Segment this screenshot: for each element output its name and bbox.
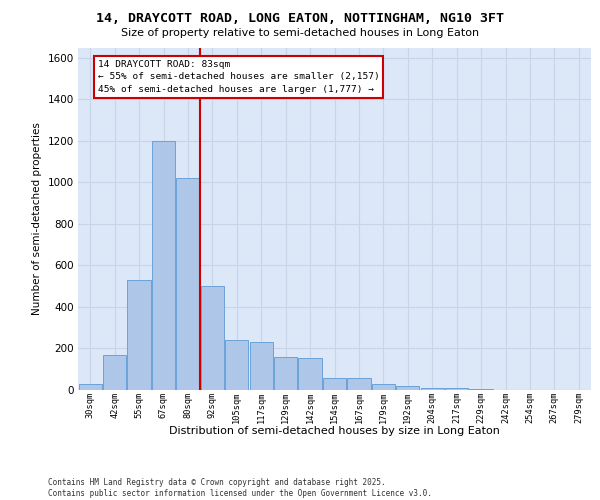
Bar	[469, 389, 493, 390]
Text: Contains HM Land Registry data © Crown copyright and database right 2025.
Contai: Contains HM Land Registry data © Crown c…	[48, 478, 432, 498]
Bar	[323, 378, 346, 390]
Bar	[372, 384, 395, 390]
Text: 14, DRAYCOTT ROAD, LONG EATON, NOTTINGHAM, NG10 3FT: 14, DRAYCOTT ROAD, LONG EATON, NOTTINGHA…	[96, 12, 504, 26]
Bar	[152, 141, 175, 390]
Bar	[347, 378, 371, 390]
Bar	[445, 388, 468, 390]
Bar	[201, 286, 224, 390]
Y-axis label: Number of semi-detached properties: Number of semi-detached properties	[32, 122, 42, 315]
Bar	[103, 354, 126, 390]
Text: Size of property relative to semi-detached houses in Long Eaton: Size of property relative to semi-detach…	[121, 28, 479, 38]
X-axis label: Distribution of semi-detached houses by size in Long Eaton: Distribution of semi-detached houses by …	[169, 426, 500, 436]
Bar	[396, 386, 419, 390]
Bar	[176, 178, 200, 390]
Bar	[298, 358, 322, 390]
Bar	[225, 340, 248, 390]
Bar	[79, 384, 102, 390]
Bar	[274, 357, 297, 390]
Bar	[250, 342, 273, 390]
Text: 14 DRAYCOTT ROAD: 83sqm
← 55% of semi-detached houses are smaller (2,157)
45% of: 14 DRAYCOTT ROAD: 83sqm ← 55% of semi-de…	[98, 60, 379, 94]
Bar	[421, 388, 444, 390]
Bar	[127, 280, 151, 390]
